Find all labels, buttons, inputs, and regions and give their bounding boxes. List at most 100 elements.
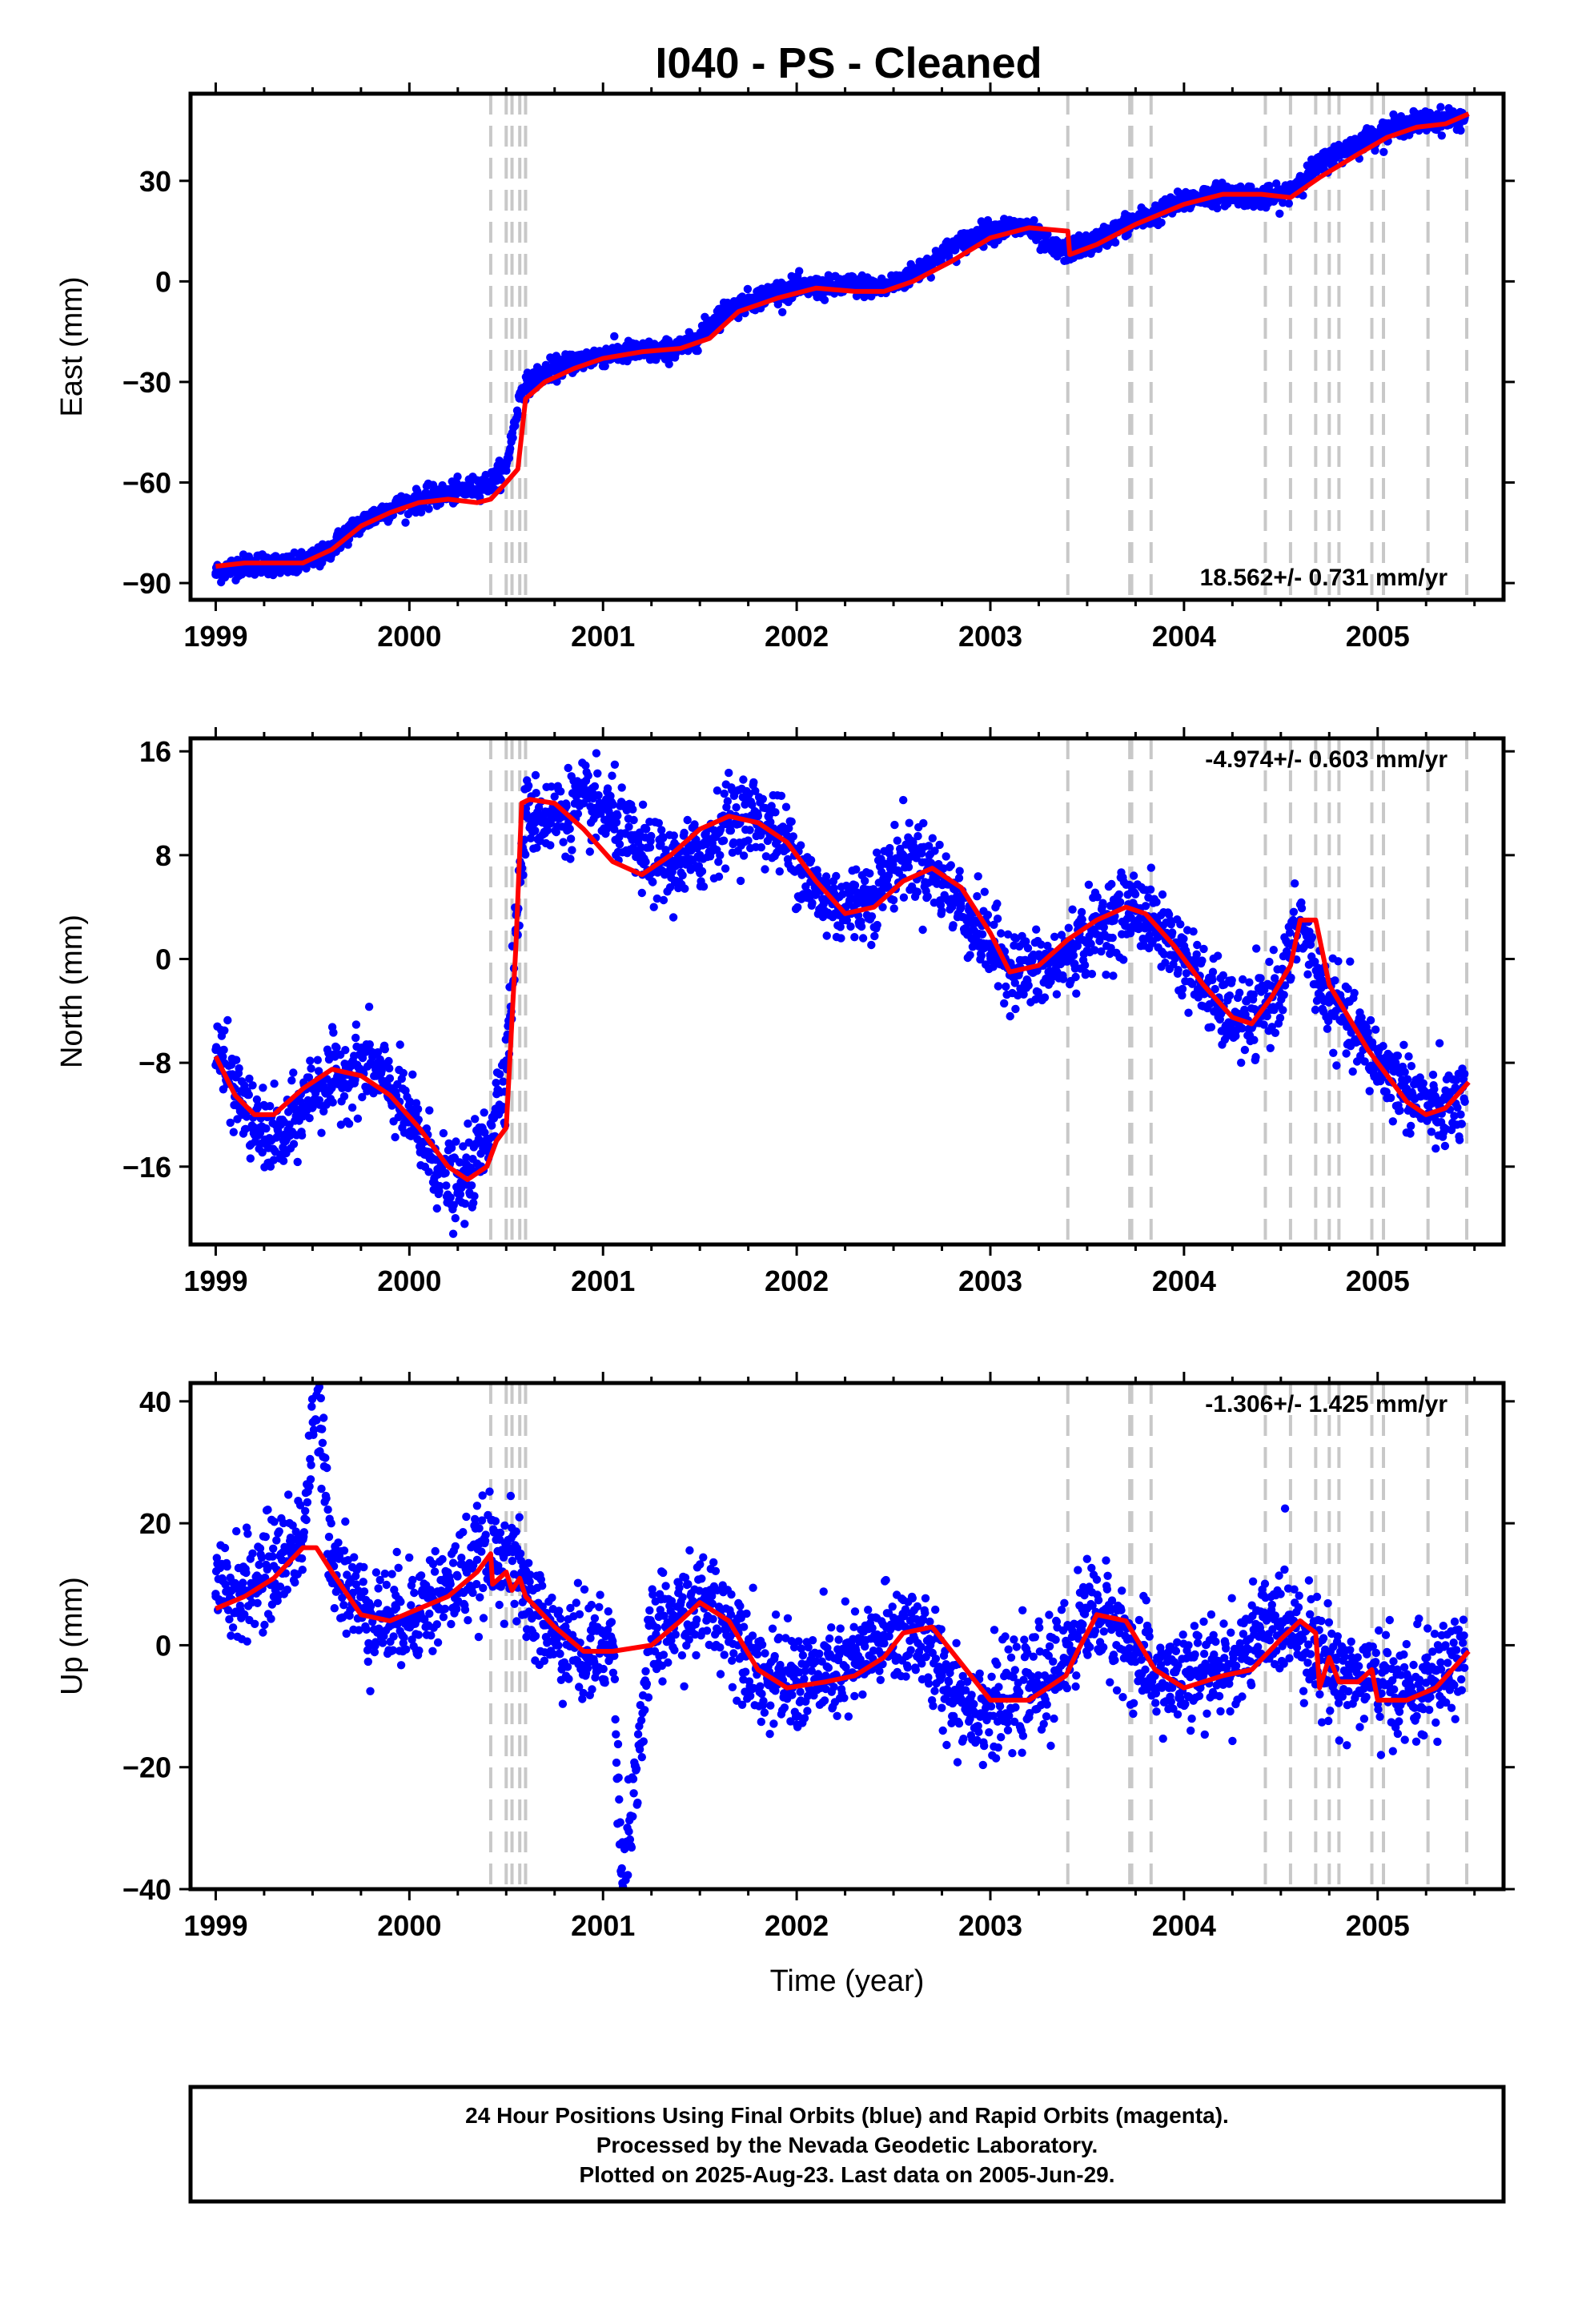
data-point — [739, 775, 748, 784]
data-point — [351, 1020, 361, 1029]
data-point — [1284, 199, 1294, 208]
data-point — [1032, 925, 1041, 934]
data-point — [1279, 991, 1288, 999]
data-point — [1239, 975, 1247, 984]
data-point — [789, 832, 797, 841]
data-point — [1146, 885, 1155, 895]
data-point — [1057, 931, 1066, 939]
data-point — [884, 882, 893, 891]
data-point — [1058, 975, 1068, 983]
data-point — [743, 284, 753, 294]
data-point — [242, 1568, 251, 1578]
data-point — [986, 227, 995, 235]
data-point — [1440, 1141, 1450, 1151]
data-point — [1084, 880, 1094, 890]
data-point — [1077, 907, 1086, 917]
data-point — [1435, 1039, 1444, 1047]
data-point — [243, 1637, 251, 1646]
data-point — [531, 826, 540, 835]
data-point — [899, 893, 909, 902]
data-point — [1346, 957, 1355, 966]
data-point — [304, 1073, 314, 1082]
data-point — [715, 311, 724, 320]
model-line — [215, 111, 1470, 569]
data-point — [928, 834, 938, 842]
data-point — [1098, 899, 1107, 907]
data-point — [1453, 1103, 1462, 1112]
data-point — [405, 1097, 415, 1106]
data-point — [608, 800, 618, 809]
data-point — [1395, 1106, 1404, 1115]
data-point — [1334, 957, 1343, 966]
data-point — [1427, 1128, 1436, 1136]
data-point — [319, 1107, 328, 1116]
data-point — [1040, 993, 1050, 1002]
data-point — [592, 749, 601, 758]
data-point — [1227, 975, 1236, 985]
data-point — [228, 1623, 238, 1632]
data-point — [496, 1070, 504, 1079]
data-point — [608, 771, 616, 780]
data-point — [532, 789, 540, 798]
data-point — [923, 892, 932, 901]
data-point — [726, 826, 736, 835]
data-point — [453, 1188, 463, 1197]
data-point — [547, 782, 556, 791]
data-point — [787, 271, 796, 281]
rate-label: -4.974+/- 0.603 mm/yr — [1205, 746, 1447, 773]
data-point — [797, 841, 805, 850]
data-point — [1456, 1110, 1465, 1119]
data-point — [1237, 1058, 1246, 1068]
data-point — [637, 888, 646, 898]
data-point — [1460, 1069, 1469, 1079]
data-point — [220, 1543, 230, 1553]
data-point — [1402, 1084, 1411, 1093]
plot-frame — [188, 736, 1506, 1247]
data-point — [289, 1140, 299, 1148]
data-point — [1404, 1052, 1413, 1061]
data-point — [306, 1056, 315, 1065]
data-point — [460, 1199, 470, 1208]
data-point — [692, 835, 701, 844]
plot-frame — [188, 91, 1506, 602]
data-point — [328, 1098, 337, 1107]
data-point — [1343, 984, 1352, 994]
data-point — [562, 802, 571, 810]
data-point — [1371, 1025, 1380, 1034]
data-point — [1285, 928, 1295, 937]
data-point — [469, 1198, 478, 1208]
data-point — [408, 1070, 417, 1080]
data-point — [401, 518, 410, 527]
data-point — [1400, 1068, 1409, 1076]
data-point — [771, 808, 780, 817]
data-point — [1093, 893, 1102, 902]
data-point — [858, 934, 868, 943]
data-point — [590, 782, 600, 791]
data-point — [1393, 1051, 1403, 1060]
data-point — [867, 912, 877, 921]
data-point — [610, 825, 619, 834]
break-lines — [488, 1383, 1469, 1889]
data-point — [993, 915, 1002, 923]
data-point — [297, 1131, 307, 1140]
data-point — [785, 824, 793, 833]
data-point — [913, 887, 922, 896]
data-point — [1188, 979, 1197, 988]
data-point — [721, 864, 730, 873]
data-point — [872, 848, 881, 857]
data-point — [1073, 942, 1082, 951]
data-point — [850, 280, 859, 289]
data-point — [852, 865, 861, 874]
data-point — [610, 332, 619, 341]
data-point — [486, 478, 496, 487]
data-point — [615, 840, 624, 849]
data-point — [720, 789, 729, 798]
data-point — [517, 384, 526, 393]
x-tick-label: 1999 — [183, 1265, 247, 1297]
data-point — [1331, 976, 1339, 985]
data-point — [1428, 1070, 1438, 1080]
data-point — [293, 1157, 302, 1167]
data-point — [850, 933, 859, 942]
x-tick-label: 2004 — [1152, 1265, 1216, 1297]
